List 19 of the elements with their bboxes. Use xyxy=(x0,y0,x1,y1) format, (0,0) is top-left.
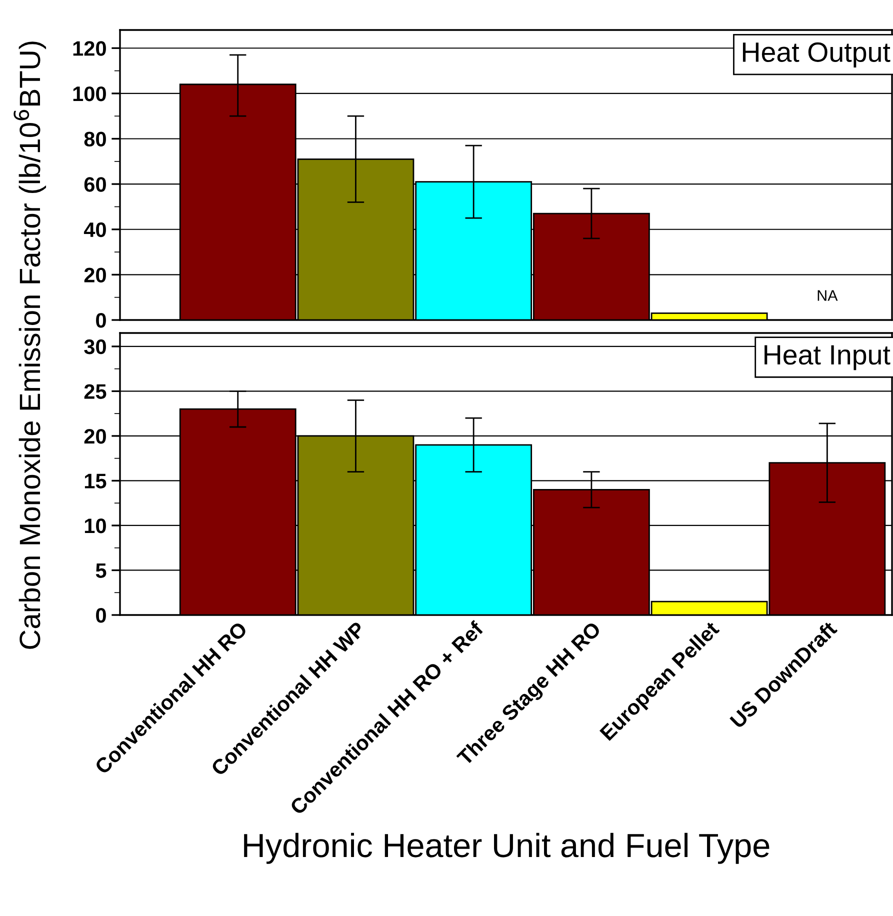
annotation: NA xyxy=(818,290,838,301)
y-tick-label: 30 xyxy=(84,339,106,354)
annotation: Heat Output xyxy=(742,42,890,68)
y-tick-label: 0 xyxy=(96,313,106,328)
y-tick-label: 40 xyxy=(84,222,106,238)
y-tick-label: 100 xyxy=(73,86,106,102)
y-tick-label: 20 xyxy=(84,268,106,282)
y-tick-label: 0 xyxy=(96,608,106,623)
y-tick-label: 10 xyxy=(84,518,106,534)
y-tick-label: 5 xyxy=(96,563,106,578)
y-tick-label: 80 xyxy=(84,132,106,147)
y-tick-label: 25 xyxy=(84,384,106,399)
y-tick-label: 60 xyxy=(84,177,106,192)
x-axis-title: Hydronic Heater Unit and Fuel Type xyxy=(244,832,770,864)
annotation: Heat Input xyxy=(764,345,890,370)
y-axis-title: Carbon Monoxide Emission Factor (lb/10$^{6}$BTU) xyxy=(14,42,46,649)
y-tick-label: 15 xyxy=(84,474,106,488)
y-tick-label: 20 xyxy=(84,428,106,444)
y-tick-label: 120 xyxy=(73,41,106,56)
